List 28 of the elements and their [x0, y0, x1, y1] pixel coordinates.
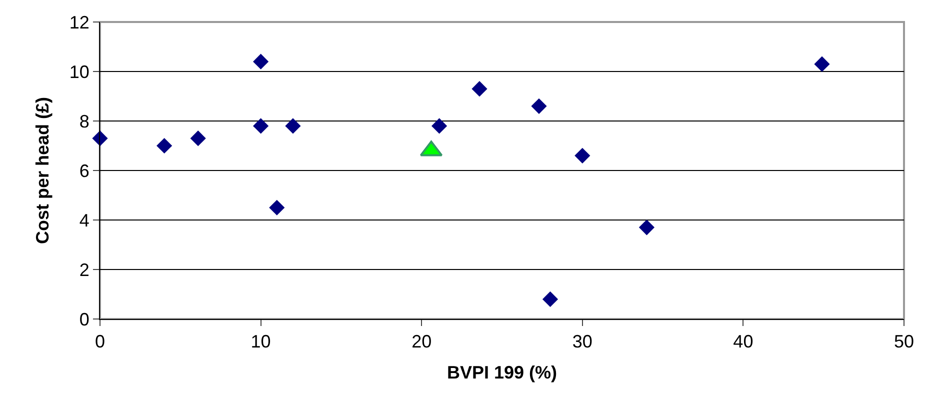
x-tick-label: 30 [572, 332, 592, 352]
x-tick-label: 20 [412, 332, 432, 352]
point [253, 54, 269, 70]
point [531, 98, 547, 114]
point [269, 200, 285, 216]
x-tick-label: 10 [250, 332, 271, 352]
y-tick-label: 10 [69, 62, 90, 82]
y-tick-label: 8 [79, 111, 90, 132]
y-tick-label: 6 [79, 160, 90, 181]
point [156, 138, 172, 154]
y-tick-label: 12 [69, 12, 90, 32]
x-axis-title: BVPI 199 (%) [446, 362, 558, 383]
point [574, 148, 590, 164]
point [285, 118, 301, 134]
x-tick-label: 40 [733, 332, 754, 352]
point [638, 220, 655, 236]
y-tick-label: 0 [79, 309, 90, 330]
x-tick-label: 50 [894, 332, 914, 352]
point [814, 56, 830, 72]
point [253, 118, 269, 134]
y-tick-label: 4 [79, 210, 90, 230]
point [431, 118, 448, 134]
point [190, 130, 206, 146]
x-tick-label: 0 [94, 332, 106, 352]
y-axis-title: Cost per head (£) [32, 96, 53, 244]
y-tick-label: 2 [79, 260, 90, 280]
point [542, 291, 558, 307]
point [472, 81, 488, 97]
